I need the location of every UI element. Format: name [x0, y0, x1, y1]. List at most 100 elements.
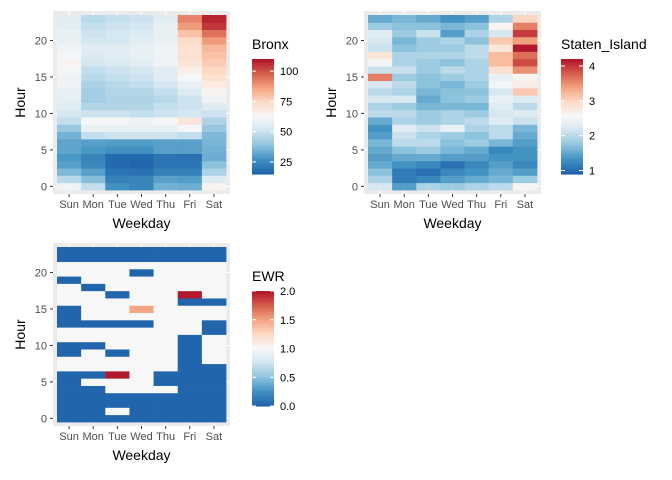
heatmap-cell — [416, 124, 441, 133]
heatmap-cell — [201, 117, 227, 125]
heatmap-cell — [129, 109, 154, 118]
legend-colorbar-segment — [561, 83, 583, 87]
heatmap-cell — [177, 138, 203, 147]
legend-colorbar-segment — [252, 64, 274, 68]
heatmap-cell — [440, 29, 465, 38]
heatmap-cell — [129, 247, 154, 255]
heatmap-cell — [57, 378, 82, 386]
heatmap-cell — [512, 95, 538, 103]
heatmap-cell — [201, 44, 227, 52]
legend-colorbar-segment — [252, 381, 274, 384]
legend-colorbar-segment — [252, 126, 274, 129]
heatmap-cell — [512, 66, 538, 74]
heatmap-cell — [57, 254, 82, 262]
x-tick-label: Sat — [206, 431, 223, 443]
heatmap-cell — [57, 349, 82, 357]
heatmap-cell — [201, 87, 227, 96]
heatmap-cell — [153, 290, 179, 299]
legend-colorbar-segment — [252, 338, 274, 342]
legend-colorbar-segment — [252, 360, 274, 363]
legend-colorbar-segment — [252, 68, 274, 72]
heatmap-cell — [368, 175, 393, 184]
legend-colorbar-segment — [252, 386, 274, 390]
heatmap-cell — [105, 182, 130, 191]
legend-colorbar-segment — [252, 390, 274, 394]
legend-colorbar-segment — [252, 373, 274, 376]
heatmap-cell — [392, 102, 417, 111]
heatmap-cell — [81, 58, 106, 67]
heatmap-cell — [416, 146, 441, 154]
legend-colorbar-segment — [252, 337, 274, 340]
heatmap-cell — [392, 66, 417, 74]
heatmap-cell — [201, 168, 227, 176]
heatmap-cell — [416, 175, 441, 184]
heatmap-cell — [153, 356, 179, 365]
heatmap-cell — [153, 392, 179, 401]
heatmap-cell — [177, 175, 203, 184]
heatmap-cell — [129, 363, 154, 372]
heatmap-cell — [416, 95, 441, 103]
heatmap-cell — [488, 160, 514, 169]
legend-colorbar-segment — [252, 85, 274, 89]
heatmap-cell — [392, 131, 417, 140]
heatmap-cell — [57, 312, 82, 321]
legend-colorbar-segment — [252, 152, 274, 156]
heatmap-cell — [416, 102, 441, 111]
legend-colorbar-segment — [252, 135, 274, 139]
heatmap-cell — [177, 370, 203, 379]
heatmap-cell — [488, 58, 514, 67]
legend-title: EWR — [252, 268, 285, 284]
legend-title: Staten_Island — [561, 36, 647, 52]
heatmap-cell — [129, 261, 154, 270]
heatmap-cell — [129, 51, 154, 60]
heatmap-cell — [177, 66, 203, 74]
heatmap-cell — [440, 175, 465, 184]
heatmap-cell — [201, 370, 227, 379]
legend-colorbar-segment — [252, 394, 274, 398]
heatmap-cell — [105, 146, 130, 154]
legend-colorbar-segment — [252, 331, 274, 334]
legend-colorbar-segment — [252, 344, 274, 348]
heatmap-cell — [512, 146, 538, 154]
heatmap-cell — [129, 356, 154, 365]
heatmap-cell — [153, 414, 179, 423]
heatmap-panel-bronx: Sun Mon Tue Wed Thu Fri Sat 0 5 10 15 20 Weekday Hour… — [12, 11, 298, 231]
heatmap-cell — [392, 182, 417, 191]
heatmap-cell — [201, 95, 227, 103]
x-tick-label: Fri — [494, 199, 507, 211]
heatmap-cell — [488, 22, 514, 30]
heatmap-cell — [129, 131, 154, 140]
legend-colorbar-segment — [252, 365, 274, 369]
heatmap-cell — [464, 153, 490, 162]
heatmap-cell — [177, 102, 203, 111]
heatmap-cell — [105, 66, 130, 74]
heatmap-cell — [464, 168, 490, 176]
legend-colorbar-segment — [252, 93, 274, 97]
heatmap-cell — [416, 182, 441, 191]
legend-colorbar-segment — [252, 304, 274, 307]
legend-colorbar-segment — [252, 97, 274, 100]
heatmap-cell — [81, 290, 106, 299]
heatmap-cell — [177, 349, 203, 357]
heatmap-cell — [201, 312, 227, 321]
legend-colorbar-segment — [252, 323, 274, 327]
heatmap-cell — [392, 124, 417, 133]
heatmap-cell — [416, 73, 441, 82]
heatmap-cell — [392, 22, 417, 30]
heatmap-cell — [201, 392, 227, 401]
heatmap-cell — [129, 268, 154, 277]
heatmap-cell — [57, 102, 82, 111]
heatmap-cell — [201, 305, 227, 314]
legend-colorbar-segment — [252, 314, 274, 317]
legend-colorbar-segment — [561, 74, 583, 77]
heatmap-cell — [177, 283, 203, 292]
legend-colorbar-segment — [561, 172, 583, 175]
heatmap-cell — [440, 51, 465, 60]
heatmap-cell — [105, 298, 130, 306]
heatmap-cell — [129, 15, 154, 23]
heatmap-cell — [464, 73, 490, 82]
heatmap-cell — [488, 51, 514, 60]
heatmap-cell — [57, 261, 82, 270]
heatmap-cell — [81, 51, 106, 60]
legend-colorbar-segment — [252, 291, 274, 294]
